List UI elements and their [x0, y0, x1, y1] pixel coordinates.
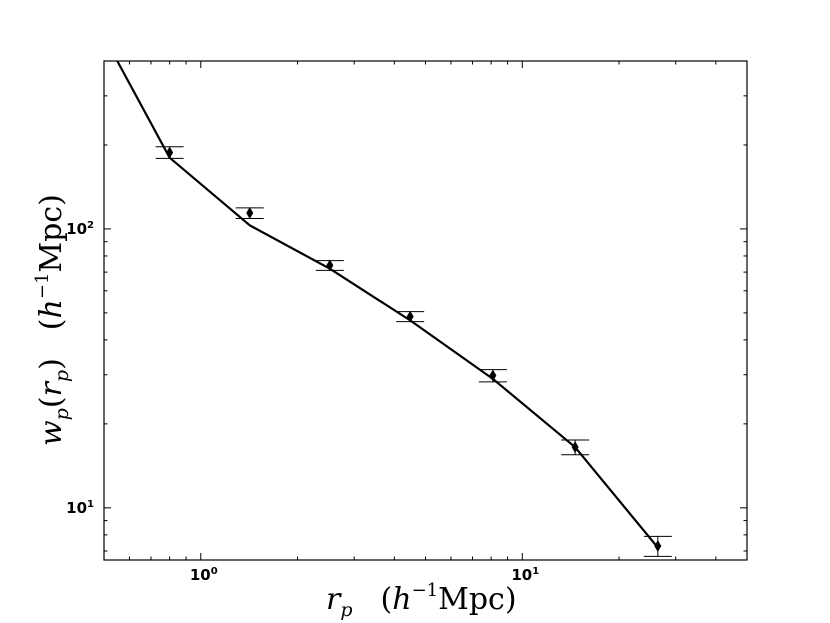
tick-labels: 100 101 101 102: [66, 220, 539, 584]
y-tick-label: 102: [66, 220, 94, 238]
data-point: [246, 207, 254, 220]
x-tick-label: 100: [190, 566, 218, 584]
data-point: [571, 441, 579, 454]
y-tick-label: 101: [66, 499, 94, 517]
x-tick-label: 101: [511, 566, 539, 584]
data-point: [326, 259, 334, 272]
data-point: [489, 369, 497, 382]
data-point: [654, 539, 662, 552]
model-curve: [116, 60, 659, 549]
data-point: [406, 310, 414, 323]
tick-marks: [103, 60, 748, 560]
x-axis-label: rp (h−1Mpc): [326, 580, 517, 621]
data-point: [166, 146, 174, 159]
model-curve-layer: [116, 60, 659, 549]
data-points-layer: [155, 146, 672, 557]
plot-frame: [103, 60, 748, 561]
y-axis-label: wp(rp)(h−1Mpc): [32, 194, 73, 446]
